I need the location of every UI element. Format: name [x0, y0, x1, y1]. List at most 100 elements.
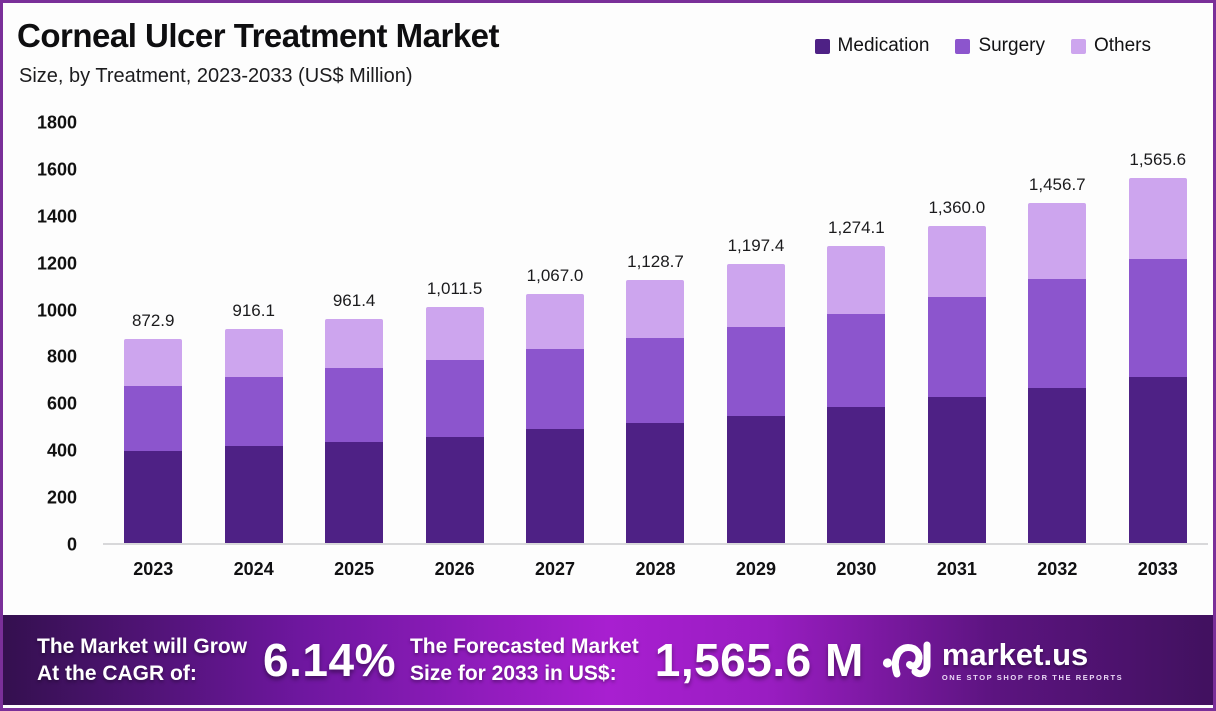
x-tick-2025: 2025: [334, 559, 375, 579]
bar-total-label: 961.4: [332, 290, 376, 310]
segment-medication-2033: [1128, 376, 1187, 543]
stacked-bar-2028: [626, 279, 685, 543]
cagr-label-line1: The Market will Grow: [37, 634, 248, 658]
segment-others-2030: [827, 245, 886, 314]
page-title: Corneal Ulcer Treatment Market: [17, 17, 500, 54]
bar-column-2031: 1,360.0: [907, 123, 1007, 543]
x-tick-2028: 2028: [635, 559, 676, 579]
forecast-label: The Forecasted Market Size for 2033 in U…: [410, 633, 639, 688]
forecast-label-line1: The Forecasted Market: [409, 634, 639, 658]
segment-others-2032: [1028, 203, 1087, 280]
segment-others-2033: [1128, 177, 1187, 260]
y-tick-1000: 1000: [36, 300, 77, 321]
stacked-bar-2031: [927, 225, 986, 543]
cagr-banner: The Market will Grow At the CAGR of: 6.1…: [3, 615, 1213, 705]
segment-medication-2032: [1028, 387, 1087, 543]
segment-medication-2031: [927, 396, 986, 543]
segment-medication-2023: [124, 450, 183, 543]
y-tick-0: 0: [66, 534, 77, 555]
bar-total-label: 1,011.5: [426, 278, 483, 298]
x-tick-2026: 2026: [434, 559, 475, 579]
marketus-swirl-icon: [882, 635, 934, 686]
y-tick-400: 400: [46, 440, 77, 461]
forecast-value: 1,565.6 M: [654, 634, 864, 686]
segment-others-2025: [325, 318, 384, 368]
x-tick-2023: 2023: [133, 559, 174, 579]
stacked-bar-2029: [726, 263, 785, 543]
stacked-bar-2025: [325, 318, 384, 543]
cagr-value: 6.14%: [263, 634, 396, 686]
stacked-bar-2032: [1028, 203, 1087, 543]
bar-column-2029: 1,197.4: [706, 123, 806, 543]
y-tick-600: 600: [46, 393, 77, 414]
segment-surgery-2026: [425, 360, 484, 437]
y-tick-1200: 1200: [36, 253, 77, 274]
x-tick-2033: 2033: [1137, 559, 1178, 579]
segment-surgery-2033: [1128, 259, 1187, 377]
cagr-label-line2: At the CAGR of:: [37, 662, 197, 685]
marketus-logo: market.us ONE STOP SHOP FOR THE REPORTS: [882, 635, 1123, 686]
stacked-bar-2033: [1128, 177, 1187, 543]
bar-column-2023: 872.9: [103, 123, 203, 543]
plot-area: 872.9 916.1 961.4 1,011.5 1,067.0 1,128.7 1,19…: [103, 123, 1208, 545]
bar-total-label: 1,067.0: [526, 266, 584, 286]
segment-medication-2027: [526, 429, 585, 543]
x-tick-2030: 2030: [836, 559, 877, 579]
segment-surgery-2025: [325, 368, 384, 443]
cagr-label: The Market will Grow At the CAGR of:: [37, 633, 247, 688]
marketus-logo-text: market.us: [941, 636, 1089, 672]
y-tick-1400: 1400: [36, 206, 77, 227]
bar-column-2025: 961.4: [304, 123, 404, 543]
chart-legend: Medication Surgery Others: [814, 35, 1151, 57]
forecast-label-line2: Size for 2033 in US$:: [409, 662, 617, 685]
surgery-swatch-icon: [955, 38, 971, 54]
segment-surgery-2031: [927, 296, 986, 397]
segment-surgery-2030: [827, 313, 886, 407]
stacked-bar-2027: [526, 294, 585, 543]
legend-label: Surgery: [978, 35, 1045, 56]
bar-column-2030: 1,274.1: [806, 123, 906, 543]
x-tick-2031: 2031: [936, 559, 977, 579]
segment-medication-2025: [325, 442, 384, 543]
segment-others-2028: [626, 279, 685, 339]
x-tick-2027: 2027: [535, 559, 576, 579]
segment-others-2027: [526, 294, 585, 350]
segment-medication-2026: [425, 436, 484, 543]
segment-others-2024: [224, 329, 283, 378]
bar-total-label: 916.1: [232, 301, 275, 321]
segment-medication-2030: [827, 406, 886, 543]
bar-total-label: 1,274.1: [828, 217, 885, 237]
segment-others-2031: [927, 225, 986, 297]
segment-medication-2024: [224, 446, 283, 543]
segment-surgery-2023: [124, 385, 183, 451]
segment-surgery-2029: [726, 326, 785, 416]
stacked-bar-2024: [224, 329, 283, 543]
segment-surgery-2032: [1028, 279, 1087, 388]
bar-column-2026: 1,011.5: [404, 123, 504, 543]
bar-column-2028: 1,128.7: [605, 123, 705, 543]
bar-total-label: 872.9: [131, 311, 175, 331]
y-tick-800: 800: [46, 346, 77, 367]
x-tick-2032: 2032: [1037, 559, 1078, 579]
x-axis: 2023 2024 2025 2026 2027 2028 2029 2030 2031 2032…: [103, 559, 1208, 587]
segment-others-2029: [726, 263, 785, 327]
y-tick-1800: 1800: [36, 112, 77, 133]
bar-total-label: 1,128.7: [627, 251, 684, 271]
bar-total-label: 1,360.0: [928, 197, 986, 217]
bar-total-label: 1,197.4: [727, 235, 785, 255]
segment-surgery-2027: [526, 349, 585, 430]
segment-others-2023: [124, 339, 183, 386]
bar-total-label: 1,565.6: [1129, 149, 1187, 169]
segment-others-2026: [425, 306, 484, 361]
segment-medication-2028: [626, 422, 685, 543]
legend-label: Medication: [837, 35, 930, 56]
x-tick-2024: 2024: [233, 559, 274, 579]
bar-column-2033: 1,565.6: [1108, 123, 1208, 543]
bar-column-2027: 1,067.0: [505, 123, 605, 543]
bar-column-2024: 916.1: [203, 123, 303, 543]
segment-medication-2029: [726, 415, 785, 543]
page-subtitle: Size, by Treatment, 2023-2033 (US$ Milli…: [19, 65, 413, 87]
legend-item-medication: Medication: [814, 35, 930, 57]
marketus-logo-tagline: ONE STOP SHOP FOR THE REPORTS: [941, 672, 1124, 682]
medication-swatch-icon: [814, 38, 830, 54]
